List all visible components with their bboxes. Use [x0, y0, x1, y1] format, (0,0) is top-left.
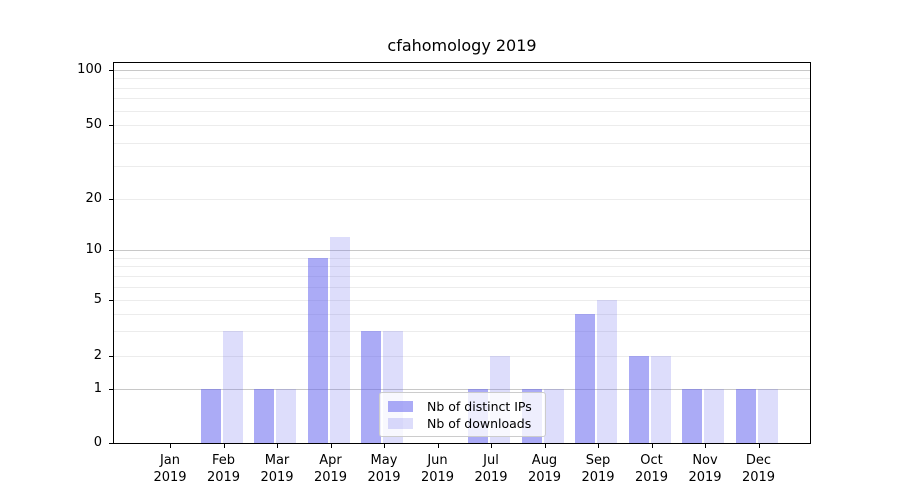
- y-tick-mark: [109, 389, 113, 390]
- y-tick-label-5: 5: [93, 292, 102, 307]
- bar-dec-distinct-ips: [735, 389, 756, 443]
- x-tick-label-oct: Oct 2019: [634, 453, 669, 485]
- x-tick-label-apr: Apr 2019: [313, 453, 348, 485]
- x-tick-label-dec: Dec 2019: [741, 453, 776, 485]
- x-tick-label-sep: Sep 2019: [581, 453, 615, 485]
- x-tick-label-jun: Jun 2019: [420, 453, 455, 485]
- gridline-70: [114, 98, 810, 100]
- x-tick-mark: [598, 444, 599, 448]
- bar-may-distinct-ips: [361, 331, 381, 443]
- y-tick-mark: [109, 300, 113, 301]
- gridline-60: [114, 110, 810, 112]
- x-tick-label-aug: Aug 2019: [527, 453, 562, 485]
- gridline-80: [114, 87, 810, 89]
- x-tick-label-feb: Feb 2019: [206, 453, 241, 485]
- gridline-4: [114, 313, 810, 315]
- x-tick-label-jan: Jan 2019: [153, 453, 187, 485]
- downloads-swatch-icon: [388, 418, 413, 429]
- x-tick-mark: [223, 444, 225, 448]
- gridline-9: [114, 257, 810, 259]
- gridline-5: [114, 300, 810, 301]
- gridline-30: [114, 166, 810, 168]
- bar-nov-downloads: [704, 389, 724, 443]
- y-tick-label-20: 20: [85, 191, 102, 206]
- legend-label-distinct-ips: Nb of distinct IPs: [427, 399, 532, 414]
- y-tick-label-50: 50: [85, 117, 102, 132]
- bar-sep-distinct-ips: [575, 313, 595, 443]
- legend: Nb of distinct IPs Nb of downloads: [379, 392, 546, 437]
- y-tick-label-1: 1: [93, 381, 102, 396]
- distinct-ips-swatch-icon: [388, 401, 413, 412]
- x-tick-mark: [491, 444, 492, 448]
- x-tick-mark: [330, 444, 332, 448]
- bar-oct-distinct-ips: [628, 356, 649, 443]
- bar-apr-distinct-ips: [307, 257, 328, 443]
- y-tick-label-0: 0: [93, 435, 102, 450]
- gridline-10: [114, 250, 810, 251]
- chart-title: cfahomology 2019: [387, 36, 537, 55]
- y-tick-mark: [109, 70, 113, 71]
- x-tick-mark: [651, 444, 653, 448]
- y-tick-label-100: 100: [77, 62, 102, 77]
- bar-sep-downloads: [597, 300, 617, 443]
- bar-apr-downloads: [329, 236, 350, 443]
- y-tick-mark: [109, 199, 113, 200]
- gridline-90: [114, 78, 810, 80]
- gridline-6: [114, 286, 810, 288]
- y-tick-mark: [109, 125, 113, 126]
- plot-area: Nb of distinct IPs Nb of downloads: [113, 62, 811, 444]
- gridline-8: [114, 266, 810, 268]
- gridline-1: [114, 389, 810, 390]
- x-tick-mark: [437, 444, 439, 448]
- gridline-3: [114, 331, 810, 333]
- bar-oct-downloads: [650, 356, 671, 443]
- legend-row-downloads: Nb of downloads: [388, 416, 537, 431]
- bar-nov-distinct-ips: [682, 389, 702, 443]
- x-tick-mark: [384, 444, 385, 448]
- y-tick-label-2: 2: [93, 348, 102, 363]
- bar-feb-downloads: [222, 331, 243, 443]
- bar-mar-downloads: [276, 389, 296, 443]
- x-tick-mark: [544, 444, 546, 448]
- gridline-100: [114, 70, 810, 71]
- bar-feb-distinct-ips: [200, 389, 221, 443]
- x-tick-mark: [277, 444, 278, 448]
- x-tick-mark: [170, 444, 171, 448]
- gridline-50: [114, 125, 810, 126]
- y-tick-mark: [109, 356, 113, 357]
- bar-mar-distinct-ips: [254, 389, 274, 443]
- gridline-7: [114, 275, 810, 277]
- x-tick-label-jul: Jul 2019: [474, 453, 508, 485]
- x-tick-label-nov: Nov 2019: [688, 453, 722, 485]
- legend-label-downloads: Nb of downloads: [427, 416, 532, 431]
- y-tick-mark: [109, 443, 113, 444]
- bar-dec-downloads: [757, 389, 778, 443]
- x-tick-label-mar: Mar 2019: [260, 453, 294, 485]
- y-tick-mark: [109, 250, 113, 251]
- legend-row-distinct-ips: Nb of distinct IPs: [388, 399, 537, 414]
- x-tick-mark: [705, 444, 706, 448]
- x-tick-label-may: May 2019: [367, 453, 401, 485]
- gridline-2: [114, 356, 810, 357]
- bar-aug-downloads: [543, 389, 564, 443]
- y-tick-label-10: 10: [85, 242, 102, 257]
- gridline-20: [114, 199, 810, 200]
- gridline-40: [114, 143, 810, 145]
- x-tick-mark: [758, 444, 760, 448]
